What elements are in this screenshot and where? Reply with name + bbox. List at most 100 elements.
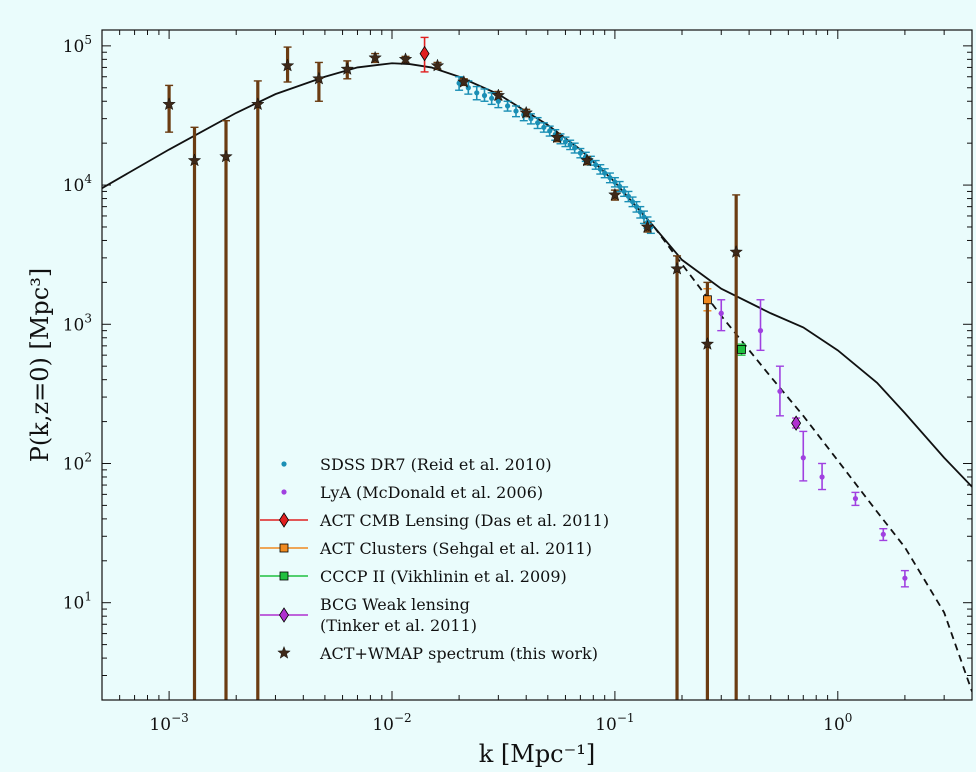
data-point-star — [162, 97, 176, 111]
error-bar — [253, 80, 262, 700]
legend-label: ACT+WMAP spectrum (this work) — [319, 644, 598, 663]
data-point-dot — [902, 575, 908, 581]
tick-labels: 10−3 10−2 10−1 100 101 102 103 104 105 — [63, 33, 853, 735]
data-point-star — [491, 88, 506, 102]
data-point-dot — [777, 388, 783, 394]
legend-marker-dot — [281, 461, 287, 467]
data-point-star — [340, 62, 354, 75]
data-point-dot — [612, 179, 618, 185]
data-point-dot — [633, 204, 640, 210]
data-point-dot — [504, 103, 511, 109]
y-axis-label: P(k,z=0) [Mpc³] — [26, 268, 54, 462]
legend-item: CCCP II (Vikhlinin et al. 2009) — [260, 567, 567, 586]
data-point-dot — [547, 128, 553, 134]
error-bar — [222, 120, 230, 700]
legend-marker-dot — [281, 489, 287, 495]
data-point-dot — [880, 531, 886, 537]
data-point-star — [670, 261, 684, 275]
legend-item: BCG Weak lensing (Tinker et al. 2011) — [260, 595, 477, 635]
legend-item: LyA (McDonald et al. 2006) — [281, 483, 543, 502]
plot-frame — [101, 29, 973, 701]
data-point-star — [187, 153, 202, 167]
y-tick-label: 102 — [63, 450, 92, 474]
data-point-square — [737, 345, 746, 354]
data-point-square — [702, 295, 712, 305]
data-point-star — [430, 58, 445, 72]
legend-label: CCCP II (Vikhlinin et al. 2009) — [320, 567, 567, 586]
data-point-dot — [474, 90, 480, 96]
legend-marker-diamond — [279, 512, 289, 528]
data-markers — [162, 45, 908, 581]
data-point-star — [608, 187, 622, 201]
data-point-star — [700, 337, 715, 350]
legend-label-line2: (Tinker et al. 2011) — [320, 616, 477, 635]
data-point-dot — [629, 199, 636, 205]
x-tick-label: 10−2 — [372, 711, 411, 735]
y-tick-label: 103 — [63, 311, 92, 335]
data-point-dot — [489, 95, 495, 101]
legend-item: ACT+WMAP spectrum (this work) — [277, 644, 598, 663]
data-point-dot — [535, 120, 541, 126]
data-point-diamond — [791, 415, 802, 431]
data-point-dot — [541, 124, 547, 130]
data-point-star — [398, 52, 413, 66]
data-point-dot — [602, 170, 608, 176]
legend-label: LyA (McDonald et al. 2006) — [320, 483, 543, 502]
data-point-dot — [800, 455, 806, 461]
legend-label: ACT CMB Lensing (Das et al. 2011) — [319, 511, 609, 530]
legend-marker-square — [279, 571, 289, 581]
error-bar — [314, 61, 323, 102]
data-point-dot — [641, 214, 647, 220]
legend-item: ACT CMB Lensing (Das et al. 2011) — [260, 511, 609, 530]
data-point-dot — [621, 188, 627, 195]
data-point-dot — [562, 139, 569, 145]
data-point-dot — [819, 474, 825, 480]
x-tick-label: 100 — [823, 711, 852, 735]
data-point-dot — [513, 108, 519, 114]
x-axis-label: k [Mpc⁻¹] — [479, 740, 596, 768]
data-point-dot — [597, 166, 603, 172]
data-point-star — [280, 58, 295, 72]
legend-label: SDSS DR7 (Reid et al. 2010) — [320, 455, 552, 474]
data-point-dot — [495, 98, 501, 104]
data-point-star — [519, 105, 533, 119]
x-tick-label: 10−1 — [595, 711, 634, 735]
error-bar — [190, 126, 199, 700]
data-point-dot — [625, 193, 632, 199]
legend-marker-square — [279, 543, 289, 553]
data-point-dot — [637, 209, 643, 215]
data-point-dot — [718, 310, 724, 316]
data-point-star — [729, 245, 743, 258]
legend-marker-star — [277, 645, 291, 659]
data-point-star — [368, 50, 382, 64]
data-point-star — [251, 97, 265, 111]
data-point-star — [457, 74, 471, 88]
legend-item: SDSS DR7 (Reid et al. 2010) — [281, 455, 552, 474]
data-point-dot — [852, 495, 859, 502]
data-point-star — [550, 130, 564, 144]
data-point-diamond — [419, 45, 430, 62]
x-tick-label: 10−3 — [149, 711, 188, 735]
legend-item: ACT Clusters (Sehgal et al. 2011) — [260, 539, 592, 558]
data-point-star — [580, 153, 594, 167]
y-tick-label: 101 — [63, 590, 92, 614]
y-tick-label: 105 — [63, 33, 92, 57]
error-bar — [703, 281, 712, 700]
error-bar — [165, 84, 174, 133]
data-point-dot — [567, 142, 573, 148]
data-point-dot — [481, 92, 488, 99]
data-point-star — [312, 71, 326, 85]
data-point-dot — [577, 150, 583, 156]
linear-theory-dashed-curve — [653, 226, 972, 692]
axis-ticks — [101, 30, 973, 701]
data-point-dot — [572, 145, 578, 151]
data-point-dot — [617, 183, 623, 189]
data-point-star — [640, 219, 655, 233]
error-bar — [756, 299, 765, 352]
y-tick-label: 104 — [63, 172, 93, 196]
error-bar — [732, 194, 741, 700]
legend-label: BCG Weak lensing — [320, 595, 470, 614]
data-point-dot — [607, 175, 613, 181]
